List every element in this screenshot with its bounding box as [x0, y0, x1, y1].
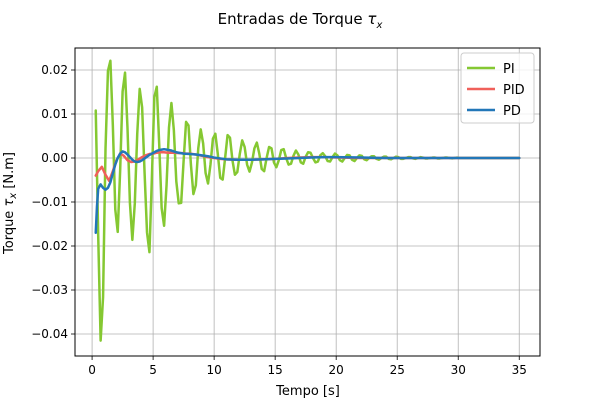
y-tick-label: −0.03	[31, 283, 68, 297]
chart-title: Entradas de Torque τx	[218, 10, 383, 31]
y-label-suffix: [N.m]	[2, 152, 17, 193]
title-text: Entradas de Torque	[218, 10, 368, 28]
x-tick-label: 15	[268, 363, 283, 377]
y-axis-label: Torque τx [N.m]	[2, 152, 19, 255]
x-axis: 0 5 10 15 20 25 30 35	[88, 356, 527, 377]
y-axis: −0.04 −0.03 −0.02 −0.01 0.00 0.01 0.02	[31, 63, 75, 341]
x-tick-label: 35	[512, 363, 527, 377]
y-tick-label: −0.02	[31, 239, 68, 253]
title-symbol-sub: x	[375, 20, 382, 31]
title-symbol: τ	[367, 10, 377, 28]
y-label-symbol: τ	[2, 199, 17, 207]
y-tick-label: −0.04	[31, 327, 68, 341]
x-axis-label: Tempo [s]	[275, 384, 340, 399]
series-line-pd	[94, 147, 521, 235]
x-tick-label: 20	[329, 363, 344, 377]
grid	[75, 48, 540, 356]
y-tick-label: 0.01	[41, 107, 68, 121]
legend: PI PID PD	[460, 52, 535, 124]
x-tick-label: 25	[390, 363, 405, 377]
x-tick-label: 0	[88, 363, 96, 377]
y-tick-label: 0.00	[41, 151, 68, 165]
x-tick-label: 5	[149, 363, 157, 377]
y-tick-label: 0.02	[41, 63, 68, 77]
legend-label-pid: PID	[503, 83, 525, 98]
x-tick-label: 30	[451, 363, 466, 377]
y-label-prefix: Torque	[2, 207, 17, 255]
legend-label-pi: PI	[503, 62, 515, 77]
legend-label-pd: PD	[503, 104, 521, 119]
x-tick-label: 10	[206, 363, 221, 377]
legend-box	[460, 52, 535, 124]
y-tick-label: −0.01	[31, 195, 68, 209]
series-layer	[94, 59, 521, 342]
y-label-symbol-sub: x	[8, 193, 19, 200]
